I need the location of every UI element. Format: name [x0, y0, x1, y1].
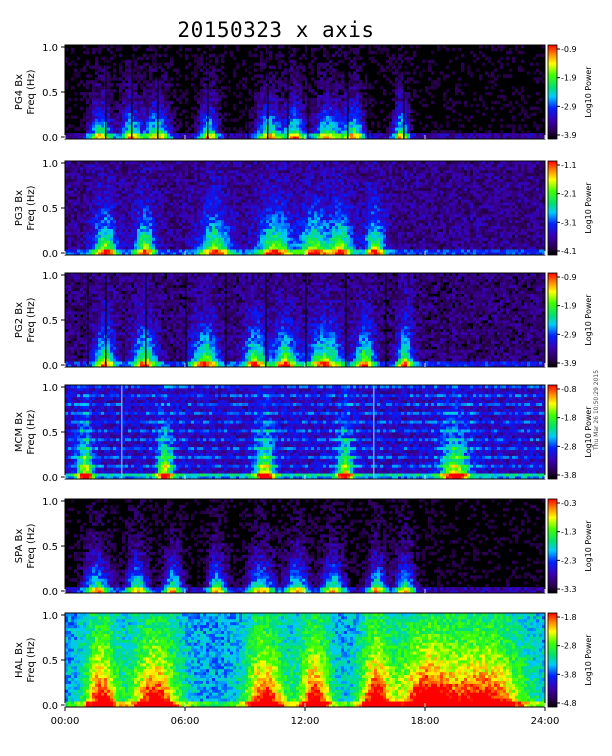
spectrogram-cells [65, 613, 546, 708]
x-tick-label: 06:00 [171, 716, 200, 727]
colorbar-tick-label: -0.9 [561, 45, 577, 54]
colorbar-tick-label: -3.9 [561, 131, 577, 140]
station-label: MCM Bx [14, 412, 25, 452]
y-tick-label: 1.0 [42, 43, 58, 54]
colorbar [547, 612, 558, 708]
colorbar-tick-label: -3.3 [561, 585, 577, 594]
colorbar-tick-label: -3.1 [561, 218, 577, 227]
y-tick-label: 1.0 [42, 383, 58, 394]
colorbar-tick-label: -1.8 [561, 613, 577, 622]
y-tick-label: 0.5 [42, 316, 58, 327]
y-tick-label: 0.0 [42, 361, 58, 372]
spectrogram-cells [65, 45, 546, 140]
colorbar-tick-label: -3.8 [561, 471, 577, 480]
y-axis-label: Freq (Hz) [26, 185, 37, 230]
colorbar-label: Log10 Power [584, 182, 593, 234]
colorbar-tick-label: -2.3 [561, 556, 577, 565]
y-tick-label: 0.5 [42, 656, 58, 667]
colorbar-tick-label: -0.3 [561, 499, 577, 508]
y-tick-label: 0.0 [42, 587, 58, 598]
y-tick-label: 1.0 [42, 497, 58, 508]
y-tick-label: 1.0 [42, 611, 58, 622]
timestamp-note: Thu Mar 26 10:50:29 2015 [593, 330, 607, 450]
colorbar-tick-label: -2.8 [561, 442, 577, 451]
y-axis-label: Freq (Hz) [26, 409, 37, 454]
colorbar-tick-label: -1.1 [561, 161, 577, 170]
colorbar-tick-label: -2.9 [561, 102, 577, 111]
y-axis-label: Freq (Hz) [26, 637, 37, 682]
colorbar-tick-label: -0.9 [561, 273, 577, 282]
station-label: PG4 Bx [14, 74, 25, 110]
x-tick-label: 00:00 [51, 716, 80, 727]
colorbar [547, 44, 558, 140]
y-axis-label: Freq (Hz) [26, 297, 37, 342]
chart-title: 20150323 x axis [0, 18, 552, 42]
colorbar [547, 272, 558, 368]
colorbar-tick-label: -1.9 [561, 302, 577, 311]
station-label: HAL Bx [14, 642, 25, 678]
spectrogram-cells [65, 273, 546, 368]
y-tick-label: 0.5 [42, 542, 58, 553]
panel-pg4: 0.0 0.5 1.0 PG4 Bx Freq (Hz) -0.9 -1.9 -2.9 -3.9… [14, 43, 593, 144]
colorbar-tick-label: -3.8 [561, 670, 577, 679]
x-tick-label: 12:00 [291, 716, 320, 727]
panel-pg3: 0.0 0.5 1.0 PG3 Bx Freq (Hz) -1.1 -2.1 -3.1 -4.1… [14, 159, 593, 260]
spectrogram-cells [65, 499, 546, 594]
colorbar [547, 160, 558, 256]
station-label: PG2 Bx [14, 302, 25, 338]
colorbar-tick-label: -1.3 [561, 528, 577, 537]
panel-mcm: 0.0 0.5 1.0 MCM Bx Freq (Hz) -0.8 -1.8 -2.8 -3.8… [14, 383, 593, 484]
y-tick-label: 0.5 [42, 88, 58, 99]
x-tick-label: 24:00 [531, 716, 560, 727]
station-label: PG3 Bx [14, 190, 25, 226]
y-tick-label: 0.5 [42, 428, 58, 439]
y-axis-label: Freq (Hz) [26, 523, 37, 568]
x-axis: 00:00 06:00 12:00 18:00 24:00 [51, 707, 560, 727]
colorbar-label: Log10 Power [584, 406, 593, 458]
colorbar [547, 384, 558, 480]
panel-pg2: 0.0 0.5 1.0 PG2 Bx Freq (Hz) -0.9 -1.9 -2.9 -3.9… [14, 271, 593, 372]
colorbar-label: Log10 Power [584, 294, 593, 346]
colorbar-tick-label: -4.8 [561, 699, 577, 708]
y-tick-label: 0.5 [42, 204, 58, 215]
y-axis-label: Freq (Hz) [26, 69, 37, 114]
colorbar-tick-label: -2.1 [561, 190, 577, 199]
colorbar-label: Log10 Power [584, 66, 593, 118]
colorbar-tick-label: -4.1 [561, 247, 577, 256]
panel-hal: 0.0 0.5 1.0 HAL Bx Freq (Hz) -1.8 -2.8 -3.8 -4.8… [14, 611, 593, 712]
y-tick-label: 0.0 [42, 701, 58, 712]
colorbar [547, 498, 558, 594]
y-tick-label: 1.0 [42, 159, 58, 170]
colorbar-tick-label: -3.9 [561, 359, 577, 368]
colorbar-label: Log10 Power [584, 520, 593, 572]
colorbar-label: Log10 Power [584, 634, 593, 686]
colorbar-tick-label: -2.9 [561, 330, 577, 339]
y-tick-label: 1.0 [42, 271, 58, 282]
station-label: SPA Bx [14, 529, 25, 564]
spectrogram-cells [65, 161, 546, 256]
x-tick-label: 18:00 [411, 716, 440, 727]
colorbar-tick-label: -0.8 [561, 385, 577, 394]
colorbar-tick-label: -1.8 [561, 414, 577, 423]
y-tick-label: 0.0 [42, 133, 58, 144]
colorbar-tick-label: -1.9 [561, 74, 577, 83]
y-tick-label: 0.0 [42, 473, 58, 484]
y-tick-label: 0.0 [42, 249, 58, 260]
panel-spa: 0.0 0.5 1.0 SPA Bx Freq (Hz) -0.3 -1.3 -2.3 -3.3… [14, 497, 593, 598]
spectrogram-cells [65, 385, 546, 480]
colorbar-tick-label: -2.8 [561, 642, 577, 651]
